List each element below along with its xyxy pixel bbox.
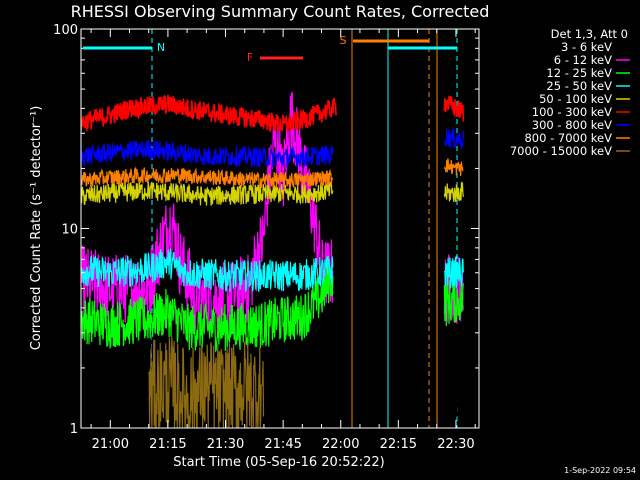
series-line (81, 166, 334, 190)
y-tick-label: 1 (70, 422, 78, 437)
x-tick-label: 22:15 (380, 437, 417, 452)
y-tick-label: 10 (61, 223, 78, 238)
legend-item-label: 7000 - 15000 keV (510, 144, 612, 158)
x-tick-label: 21:15 (149, 437, 186, 452)
flag-label-n: N (157, 41, 165, 54)
y-axis: 1 10 100 (53, 23, 479, 437)
series-line (81, 180, 334, 206)
legend-item-label: 12 - 25 keV (546, 66, 612, 80)
series-line (443, 276, 464, 327)
x-tick-label: 21:45 (264, 437, 301, 452)
series-line (81, 261, 334, 353)
series-line (443, 128, 464, 150)
chart-title: RHESSI Observing Summary Count Rates, Co… (71, 2, 490, 21)
x-axis: 21:00 21:15 21:30 21:45 22:00 22:15 22:30 (90, 29, 476, 452)
series-line (443, 181, 464, 202)
legend-item-label: 800 - 7000 keV (524, 131, 612, 145)
flag-label-f: F (247, 51, 253, 64)
legend-item-label: 6 - 12 keV (554, 53, 612, 67)
y-axis-label: Corrected Count Rate (s⁻¹ detector⁻¹) (29, 106, 44, 351)
series-line (148, 336, 265, 428)
observing-flags: N F S (83, 34, 457, 64)
legend-item-label: 50 - 100 keV (539, 92, 612, 106)
series-line (81, 94, 338, 134)
x-tick-label: 21:30 (207, 437, 244, 452)
legend-item-label: 300 - 800 keV (532, 118, 612, 132)
x-tick-label: 22:30 (437, 437, 474, 452)
series-6-12-kev (81, 91, 464, 333)
y-tick-label: 100 (53, 23, 78, 38)
x-tick-label: 22:00 (322, 437, 359, 452)
series-line (443, 158, 464, 177)
series-line (443, 255, 464, 289)
series-3-6-kev (81, 113, 464, 428)
series-300-800-kev (81, 128, 464, 169)
series-12-25-kev (81, 261, 464, 353)
series-line (81, 248, 334, 292)
series-line (443, 95, 465, 122)
series-25-50-kev (81, 248, 464, 292)
legend-item-label: 100 - 300 keV (532, 105, 612, 119)
timestamp: 1-Sep-2022 09:54 (564, 466, 636, 475)
legend-item-label: 25 - 50 keV (546, 79, 612, 93)
flag-label-s: S (340, 34, 347, 47)
x-tick-label: 21:00 (92, 437, 129, 452)
series-line (81, 140, 334, 169)
legend-item-label: 3 - 6 keV (561, 40, 612, 54)
series-7000-15000-kev (148, 336, 265, 428)
series-50-100-kev (81, 180, 464, 206)
series-800-7000-kev (81, 158, 464, 190)
x-axis-label: Start Time (05-Sep-16 20:52:22) (173, 455, 384, 470)
series-100-300-kev (81, 94, 465, 134)
series-line (443, 315, 464, 428)
legend-header: Det 1,3, Att 0 (551, 27, 628, 41)
series-line (81, 113, 334, 428)
